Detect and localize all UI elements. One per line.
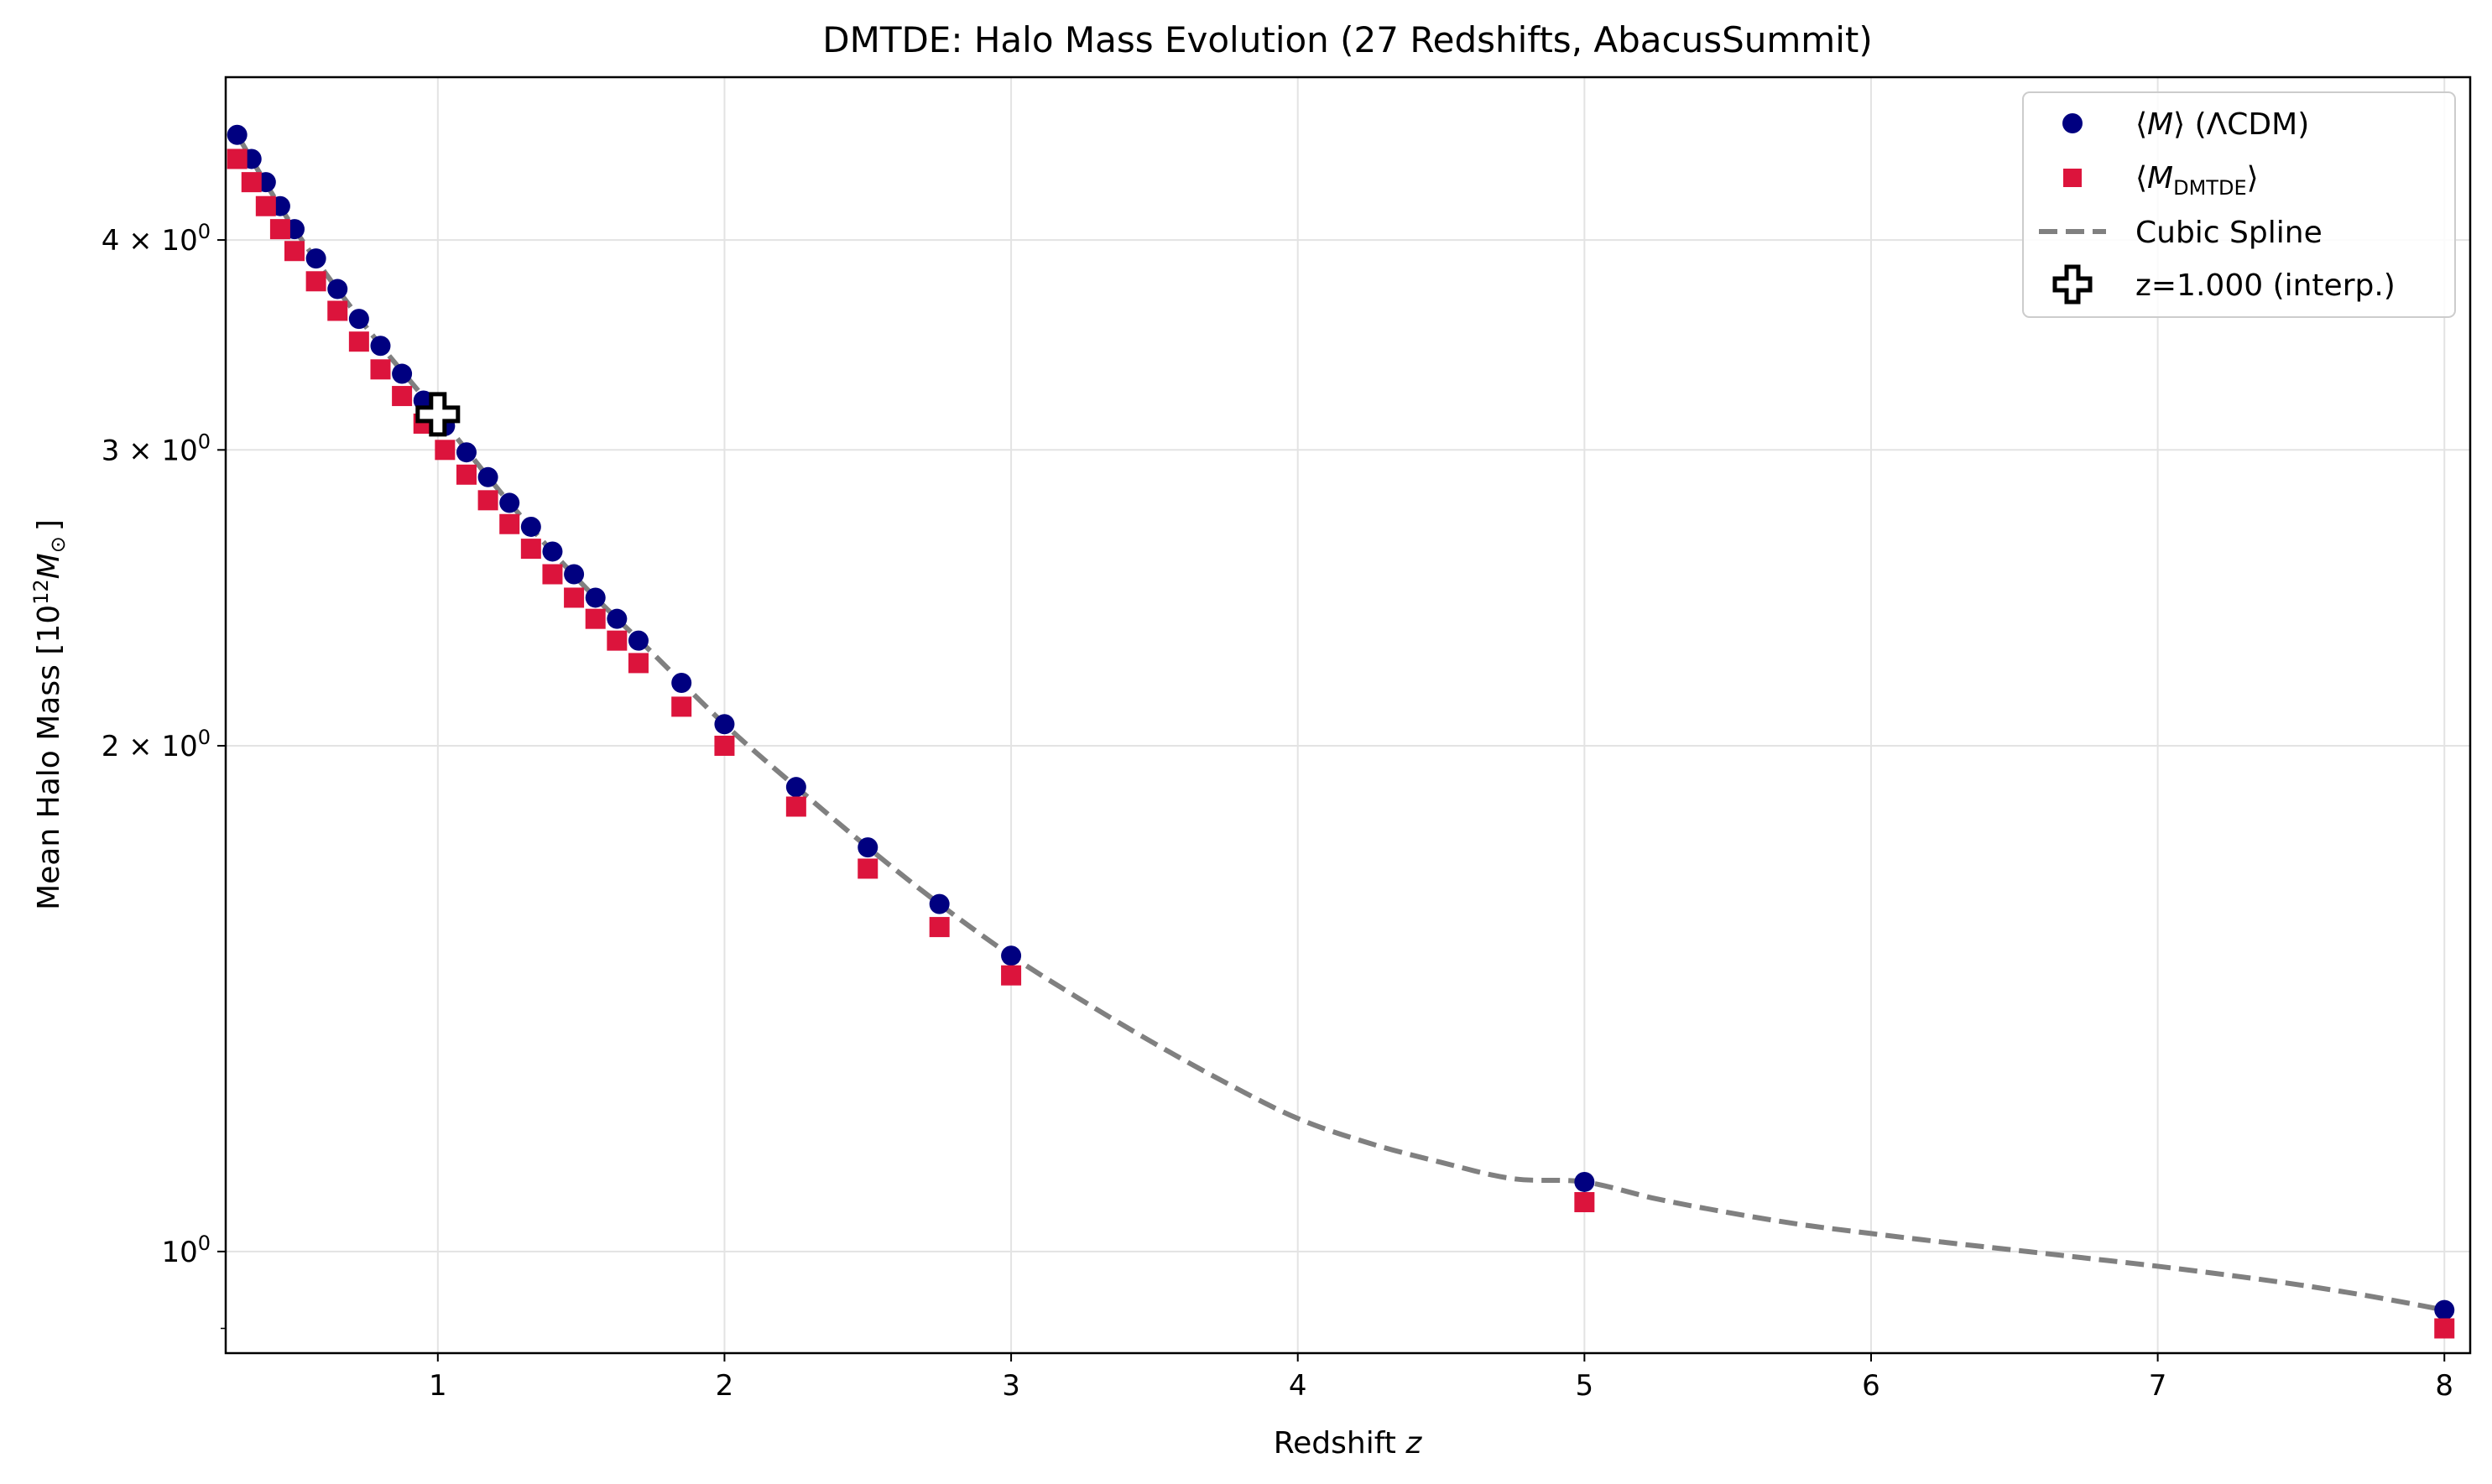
y-axis-label: Mean Halo Mass [1012M⊙] — [29, 519, 70, 910]
y-tick-label: 3 × 100 — [102, 430, 211, 467]
point-dmtde — [241, 172, 262, 193]
point-dmtde — [370, 359, 391, 380]
point-dmtde — [542, 564, 563, 585]
point-dmtde — [785, 796, 806, 817]
point-lcdm — [392, 363, 413, 384]
point-dmtde — [435, 440, 456, 461]
legend-swatch-dmtde — [2063, 169, 2082, 187]
point-lcdm — [585, 587, 606, 608]
legend-swatch-lcdm — [2062, 113, 2083, 133]
point-dmtde — [348, 331, 369, 352]
x-tick-label: 8 — [2435, 1369, 2453, 1403]
point-dmtde — [305, 271, 326, 292]
legend-label-marker: z=1.000 (interp.) — [2135, 268, 2396, 303]
point-lcdm — [227, 124, 248, 145]
marker-layer — [415, 392, 461, 437]
point-dmtde — [499, 513, 520, 534]
point-lcdm — [628, 630, 649, 651]
point-dmtde — [858, 858, 878, 879]
point-lcdm — [370, 336, 391, 357]
legend: ⟨M⟩ (ΛCDM) ⟨MDMTDE⟩ Cubic Spline z=1.000… — [2022, 91, 2456, 318]
x-tick-label: 4 — [1289, 1369, 1307, 1403]
legend-label-lcdm: ⟨M⟩ (ΛCDM) — [2135, 107, 2309, 142]
x-tick-label: 3 — [1002, 1369, 1020, 1403]
point-dmtde — [1574, 1192, 1595, 1213]
point-lcdm — [858, 837, 878, 858]
point-dmtde — [520, 539, 541, 560]
point-lcdm — [542, 541, 563, 562]
x-tick-label: 1 — [429, 1369, 447, 1403]
y-axis-label-sup: 12 — [29, 579, 53, 605]
point-lcdm — [520, 516, 541, 537]
points-layer — [227, 124, 2455, 1339]
point-lcdm — [348, 309, 369, 330]
point-dmtde — [2434, 1318, 2455, 1339]
y-axis-label-close: ] — [32, 519, 66, 531]
x-axis-label-main: Redshift — [1274, 1426, 1406, 1461]
y-tick-label: 2 × 100 — [102, 726, 211, 763]
y-axis-label-main: Mean Halo Mass [10 — [32, 605, 66, 910]
point-dmtde — [456, 464, 477, 485]
point-lcdm — [564, 564, 585, 585]
point-lcdm — [714, 714, 735, 735]
x-axis-label: Redshift z — [1274, 1426, 1423, 1461]
point-lcdm — [1001, 945, 1022, 966]
point-dmtde — [714, 735, 735, 756]
point-dmtde — [929, 917, 950, 938]
point-dmtde — [255, 195, 276, 216]
point-lcdm — [499, 492, 520, 513]
point-dmtde — [327, 300, 348, 321]
point-lcdm — [929, 893, 950, 914]
point-lcdm — [607, 608, 628, 629]
point-dmtde — [564, 587, 585, 608]
x-axis-ticks: 1 2 3 4 5 6 7 8 — [429, 1353, 2453, 1403]
point-lcdm — [305, 248, 326, 269]
x-tick-label: 7 — [2149, 1369, 2167, 1403]
plot-frame — [224, 76, 2472, 1355]
point-dmtde — [671, 696, 692, 717]
x-axis-label-var: z — [1405, 1426, 1422, 1461]
point-dmtde — [227, 148, 248, 169]
legend-label-dmtde: ⟨MDMTDE⟩ — [2135, 161, 2259, 200]
point-dmtde — [1001, 965, 1022, 986]
x-tick-label: 5 — [1576, 1369, 1594, 1403]
point-lcdm — [671, 673, 692, 694]
chart-title: DMTDE: Halo Mass Evolution (27 Redshifts… — [822, 19, 1873, 60]
point-dmtde — [284, 241, 305, 262]
legend-label-spline: Cubic Spline — [2135, 216, 2323, 250]
point-lcdm — [785, 777, 806, 798]
y-axis-ticks: 100 2 × 100 3 × 100 4 × 100 — [102, 220, 226, 1330]
point-lcdm — [477, 466, 498, 487]
point-dmtde — [628, 653, 649, 674]
point-dmtde — [392, 386, 413, 407]
point-dmtde — [477, 490, 498, 511]
point-dmtde — [269, 219, 290, 240]
point-lcdm — [1574, 1171, 1595, 1192]
point-lcdm — [456, 442, 477, 463]
y-axis-label-sub: ⊙ — [46, 536, 70, 553]
interp-marker-plus-icon — [415, 392, 461, 437]
point-lcdm — [327, 279, 348, 299]
x-tick-label: 2 — [716, 1369, 734, 1403]
legend-swatch-plus-icon — [2052, 264, 2093, 305]
y-tick-label: 100 — [161, 1231, 211, 1269]
legend-box — [2022, 91, 2456, 318]
y-tick-label: 4 × 100 — [102, 220, 211, 258]
point-dmtde — [607, 630, 628, 651]
y-axis-label-var: M — [32, 553, 66, 579]
point-dmtde — [585, 608, 606, 629]
point-lcdm — [2434, 1299, 2455, 1320]
x-tick-label: 6 — [1862, 1369, 1880, 1403]
